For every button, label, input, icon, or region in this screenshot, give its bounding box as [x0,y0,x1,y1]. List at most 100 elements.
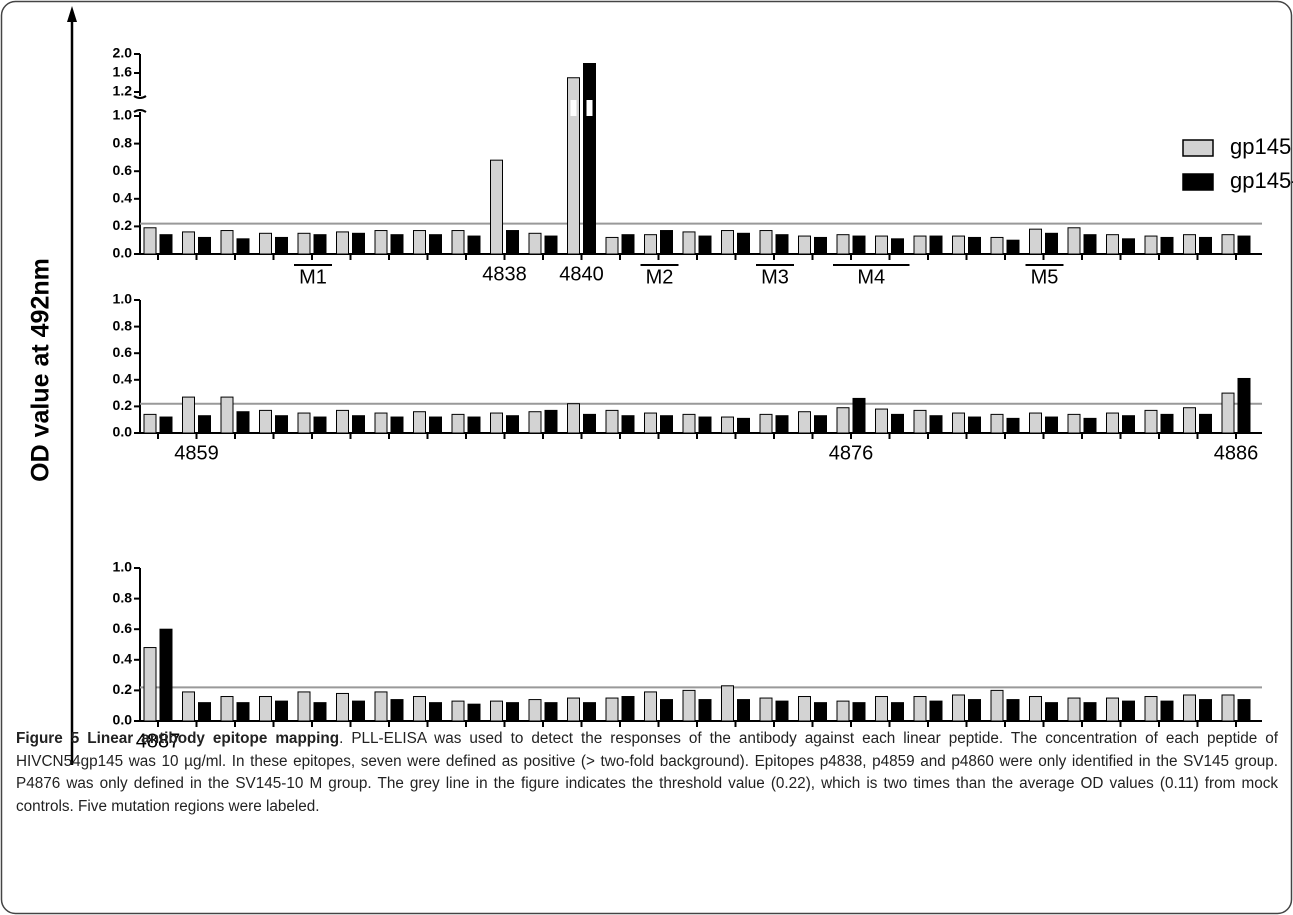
bar [236,238,250,255]
y-axis-label: OD value at 492nm [27,258,55,482]
bar [451,230,465,255]
caption: Figure 5 Linear antibody epitope mapping… [16,728,1278,818]
bar [775,234,789,255]
y-tick-label: 0.8 [113,589,133,605]
bar [1029,696,1042,722]
bar [451,413,465,434]
bar [1237,235,1251,255]
bar [429,416,442,434]
bar [968,236,981,255]
bar [352,415,365,434]
bar [336,231,349,255]
bar [182,691,195,722]
bar [721,416,734,434]
bar [1183,694,1196,722]
y-tick-label: 0.2 [113,217,133,233]
bar [506,415,519,434]
bar [759,697,773,722]
bar [737,699,750,722]
bar [698,235,712,255]
bar [390,699,404,722]
bar [198,415,211,434]
bar [644,234,657,255]
bar [429,234,442,255]
bar [682,231,696,255]
y-tick-label: 0.6 [113,162,133,178]
bar [313,234,327,255]
bar [721,230,734,255]
bar [952,412,965,434]
bar [1237,699,1251,722]
bar [451,700,465,722]
bar [875,408,888,434]
bar [1029,412,1042,434]
bar [798,235,811,255]
bar [990,236,1004,255]
bar [737,232,750,255]
bar [583,413,596,434]
bar [528,699,542,722]
y-tick-label: 1.0 [113,291,133,307]
y-tick-label: 0.8 [113,134,133,150]
bar [798,411,811,434]
bar [275,236,288,255]
bar [336,692,349,722]
bar-break [586,100,593,116]
bar [913,696,927,722]
bar [1199,699,1212,722]
bar [682,689,696,722]
bar [390,234,404,255]
x-tick-label: 4838 [482,263,527,285]
bar [952,235,965,255]
bar [413,411,426,434]
bar [1006,239,1020,255]
bar [467,703,481,722]
legend-swatch [1182,139,1214,157]
bar [143,647,157,722]
bar [352,232,365,255]
bar [891,413,904,434]
bar [1199,413,1212,434]
bar [413,696,426,722]
region-label: M3 [761,266,789,288]
bar [544,409,558,434]
bar [1083,417,1097,434]
bar [814,415,827,434]
bar [682,413,696,434]
y-tick-label: 0.2 [113,681,133,697]
legend-label: gp145 [1230,134,1291,159]
bar [336,409,349,434]
bar [775,415,789,434]
bar [1083,234,1097,255]
bar [413,230,426,255]
bar [952,694,965,722]
region-label: M1 [299,266,327,288]
bar [1144,696,1158,722]
bar [1183,407,1196,434]
bar [506,230,519,255]
bar [1045,702,1058,722]
bar [1106,412,1119,434]
bar [259,232,272,255]
y-tick-label: 0.4 [113,371,133,387]
y-tick-label: 0.0 [113,424,133,440]
bar [1199,236,1212,255]
bar [182,396,195,434]
bar [490,700,503,722]
bar [644,691,657,722]
bar [929,700,943,722]
bar [275,415,288,434]
bar [775,700,789,722]
bar [467,235,481,255]
bar [698,699,712,722]
bar [1144,235,1158,255]
bar [159,234,173,255]
bar [968,699,981,722]
y-tick-label: 1.0 [113,559,133,575]
x-tick-label: 4840 [559,263,604,285]
bar [891,238,904,255]
bar [605,236,619,255]
bar [660,415,673,434]
region-label: M2 [646,266,674,288]
